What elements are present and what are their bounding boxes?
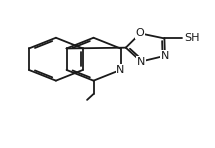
Text: N: N <box>137 57 145 66</box>
Text: O: O <box>136 28 145 38</box>
Text: N: N <box>116 65 125 75</box>
Text: N: N <box>161 51 169 61</box>
Text: SH: SH <box>184 33 199 43</box>
